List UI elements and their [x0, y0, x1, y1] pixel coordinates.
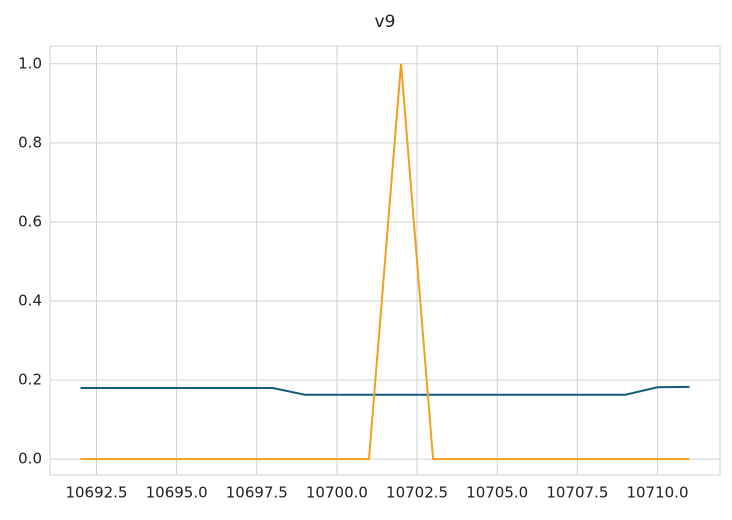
- x-tick-label: 10705.0: [466, 484, 528, 502]
- x-tick-label: 10707.5: [546, 484, 608, 502]
- x-tick-label: 10710.0: [626, 484, 688, 502]
- x-tick-label: 10702.5: [386, 484, 448, 502]
- y-tick-label: 1.0: [18, 54, 42, 72]
- y-tick-label: 0.8: [18, 133, 42, 151]
- y-tick-label: 0.4: [18, 292, 42, 310]
- x-tick-label: 10697.5: [226, 484, 288, 502]
- plot-frame: [49, 45, 721, 476]
- x-tick-label: 10700.0: [306, 484, 368, 502]
- chart-title: v9: [375, 12, 396, 32]
- y-tick-label: 0.6: [18, 212, 42, 230]
- line-series: [80, 385, 690, 396]
- x-tick-label: 10695.0: [146, 484, 208, 502]
- y-tick-label: 0.0: [18, 450, 42, 468]
- y-tick-label: 0.2: [18, 371, 42, 389]
- x-tick-label: 10692.5: [65, 484, 127, 502]
- line-series: [80, 63, 690, 461]
